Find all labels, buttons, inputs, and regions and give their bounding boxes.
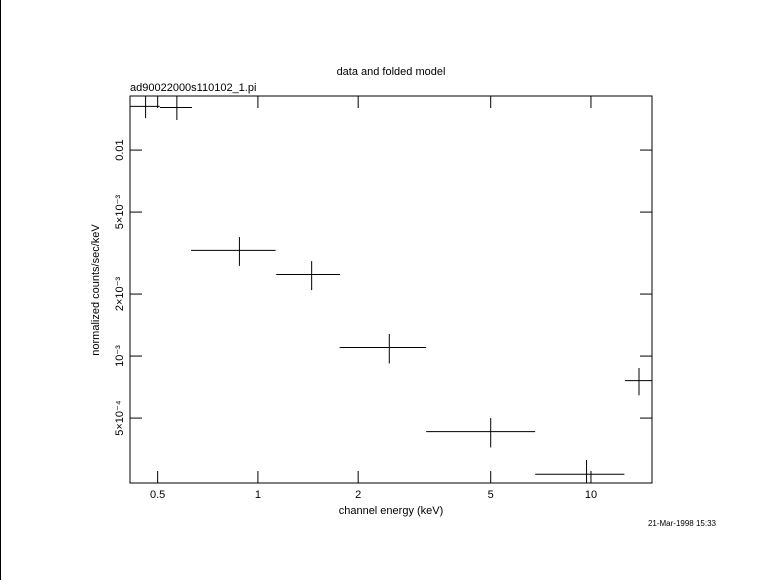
x-tick-label: 1	[255, 489, 261, 501]
y-tick-label: 5×10⁻⁴	[114, 400, 126, 436]
x-axis-label: channel energy (keV)	[339, 505, 444, 517]
x-tick-label: 5	[488, 489, 494, 501]
x-tick-label: 10	[585, 489, 597, 501]
plot-area	[130, 96, 652, 483]
chart-subtitle: ad90022000s110102_1.pi	[130, 82, 256, 94]
x-tick-label: 2	[355, 489, 361, 501]
chart-title: data and folded model	[337, 66, 446, 78]
x-tick-label: 0.5	[150, 489, 165, 501]
y-tick-label: 0.01	[114, 139, 126, 160]
y-tick-label: 2×10⁻³	[114, 277, 126, 312]
y-tick-label: 10⁻³	[114, 345, 126, 367]
timestamp: 21-Mar-1998 15:33	[648, 519, 717, 528]
y-tick-label: 5×10⁻³	[114, 195, 126, 230]
plot-frame	[129, 95, 653, 484]
y-axis-label: normalized counts/sec/keV	[90, 224, 102, 356]
